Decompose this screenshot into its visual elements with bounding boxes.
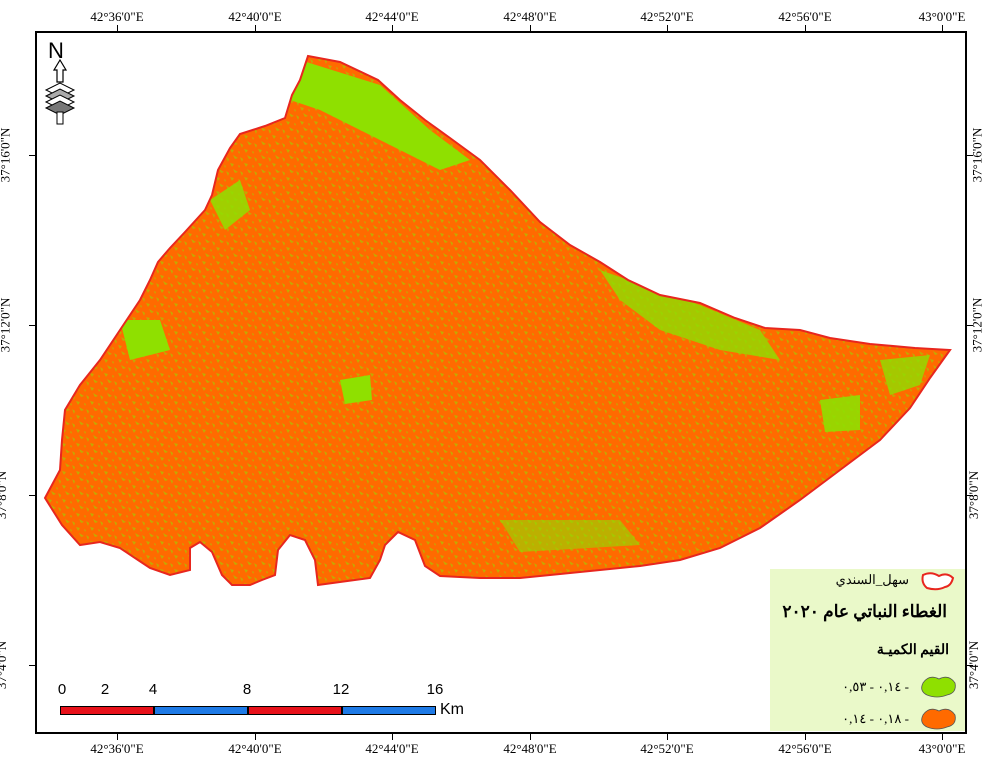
legend-title: الغطاء النباتي عام ٢٠٢٠: [782, 602, 947, 621]
frame-tick: [392, 25, 393, 31]
coord-label-bottom: 42°36'0"E: [90, 741, 144, 756]
coord-label-top: 42°44'0"E: [365, 9, 419, 24]
frame-tick: [805, 25, 806, 31]
coord-label-top: 42°40'0"E: [228, 9, 282, 24]
coord-label-top: 43°0'0"E: [918, 9, 966, 24]
scale-segment: [60, 706, 154, 715]
frame-tick: [392, 734, 393, 740]
scale-label: 16: [426, 681, 444, 698]
frame-tick: [967, 665, 973, 666]
coord-label-bottom: 42°44'0"E: [365, 741, 419, 756]
scale-label: 2: [100, 681, 110, 698]
frame-tick: [29, 495, 35, 496]
north-label: N: [48, 38, 64, 63]
frame-tick: [942, 734, 943, 740]
frame-tick: [805, 734, 806, 740]
scale-label: 12: [332, 681, 350, 698]
scale-segment: [342, 706, 436, 715]
vegetation-raster: [45, 56, 950, 585]
frame-tick: [117, 734, 118, 740]
frame-tick: [255, 734, 256, 740]
frame-tick: [530, 734, 531, 740]
frame-tick: [29, 665, 35, 666]
legend: سهل_السندي الغطاء النباتي عام ٢٠٢٠ القيم…: [770, 569, 965, 731]
boundary-swatch-icon: [921, 572, 955, 591]
class-1-label: ٠,١٤ - ٠,٥٣ -: [842, 679, 909, 694]
legend-subtitle: القيم الكميـة: [876, 643, 949, 658]
frame-tick: [29, 155, 35, 156]
north-arrow: N: [40, 38, 80, 130]
frame-tick: [967, 325, 973, 326]
frame-tick: [942, 25, 943, 31]
coord-label-top: 42°52'0"E: [640, 9, 694, 24]
frame-tick: [667, 734, 668, 740]
coord-label-bottom: 42°56'0"E: [778, 741, 832, 756]
coord-label-top: 42°48'0"E: [503, 9, 557, 24]
scale-label: 8: [242, 681, 252, 698]
scale-segment: [154, 706, 248, 715]
compass-icon: [44, 58, 76, 125]
frame-tick: [667, 25, 668, 31]
coord-label-bottom: 42°48'0"E: [503, 741, 557, 756]
class-2-label: ٠,١٨ - ٠,١٤ -: [842, 711, 909, 726]
coord-label-bottom: 42°40'0"E: [228, 741, 282, 756]
scale-label: 0: [57, 681, 67, 698]
boundary-label: سهل_السندي: [835, 572, 909, 587]
class-1-swatch-icon: [921, 676, 956, 698]
frame-tick: [255, 25, 256, 31]
scale-label: 4: [148, 681, 158, 698]
coord-label-top: 42°56'0"E: [778, 9, 832, 24]
class-2-swatch-icon: [921, 708, 956, 730]
frame-tick: [967, 495, 973, 496]
scale-segment: [248, 706, 342, 715]
frame-tick: [117, 25, 118, 31]
coord-label-top: 42°36'0"E: [90, 9, 144, 24]
coord-label-bottom: 42°52'0"E: [640, 741, 694, 756]
frame-tick: [967, 155, 973, 156]
frame-tick: [29, 325, 35, 326]
coord-label-bottom: 43°0'0"E: [918, 741, 966, 756]
scale-unit: Km: [440, 701, 464, 718]
frame-tick: [530, 25, 531, 31]
